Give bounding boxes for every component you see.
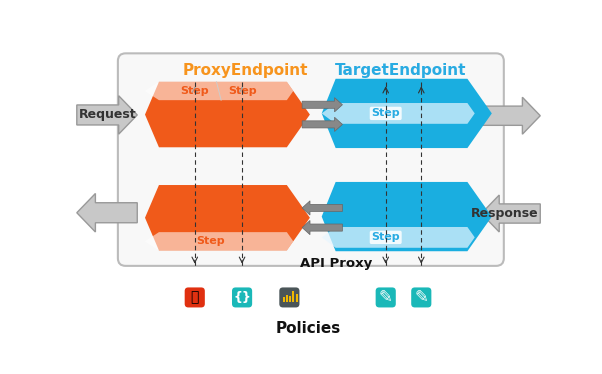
Polygon shape [302, 201, 343, 215]
Polygon shape [482, 97, 540, 134]
Bar [296, 294, 297, 302]
Text: Step: Step [371, 232, 400, 242]
Polygon shape [145, 82, 293, 100]
Bar [287, 294, 288, 302]
Polygon shape [321, 182, 492, 251]
Text: ✎: ✎ [379, 288, 393, 306]
FancyBboxPatch shape [185, 288, 205, 307]
FancyBboxPatch shape [279, 288, 299, 307]
Polygon shape [145, 232, 293, 251]
FancyBboxPatch shape [411, 288, 432, 307]
Text: Step: Step [181, 86, 209, 96]
FancyBboxPatch shape [232, 288, 252, 307]
Polygon shape [321, 79, 492, 148]
Text: TargetEndpoint: TargetEndpoint [335, 63, 467, 79]
Text: Step: Step [196, 236, 225, 246]
Text: Response: Response [471, 207, 539, 220]
Polygon shape [145, 185, 310, 251]
Text: Step: Step [371, 108, 400, 119]
Bar [293, 291, 294, 302]
Polygon shape [302, 220, 343, 235]
Polygon shape [321, 103, 475, 124]
Text: Step: Step [228, 86, 256, 96]
Text: API Proxy: API Proxy [300, 257, 372, 270]
Text: 🔒: 🔒 [191, 291, 199, 304]
Bar [290, 296, 291, 302]
Text: ✎: ✎ [414, 288, 428, 306]
Bar [283, 297, 285, 302]
Polygon shape [145, 82, 310, 147]
Text: Policies: Policies [276, 321, 341, 335]
Polygon shape [482, 195, 540, 232]
Polygon shape [302, 98, 343, 112]
Polygon shape [321, 227, 475, 248]
Polygon shape [77, 193, 137, 232]
Text: {}: {} [233, 291, 251, 304]
FancyBboxPatch shape [376, 288, 396, 307]
Polygon shape [77, 96, 137, 134]
Polygon shape [302, 117, 343, 132]
Text: ProxyEndpoint: ProxyEndpoint [182, 63, 308, 79]
Text: Request: Request [79, 108, 137, 122]
FancyBboxPatch shape [118, 53, 504, 266]
